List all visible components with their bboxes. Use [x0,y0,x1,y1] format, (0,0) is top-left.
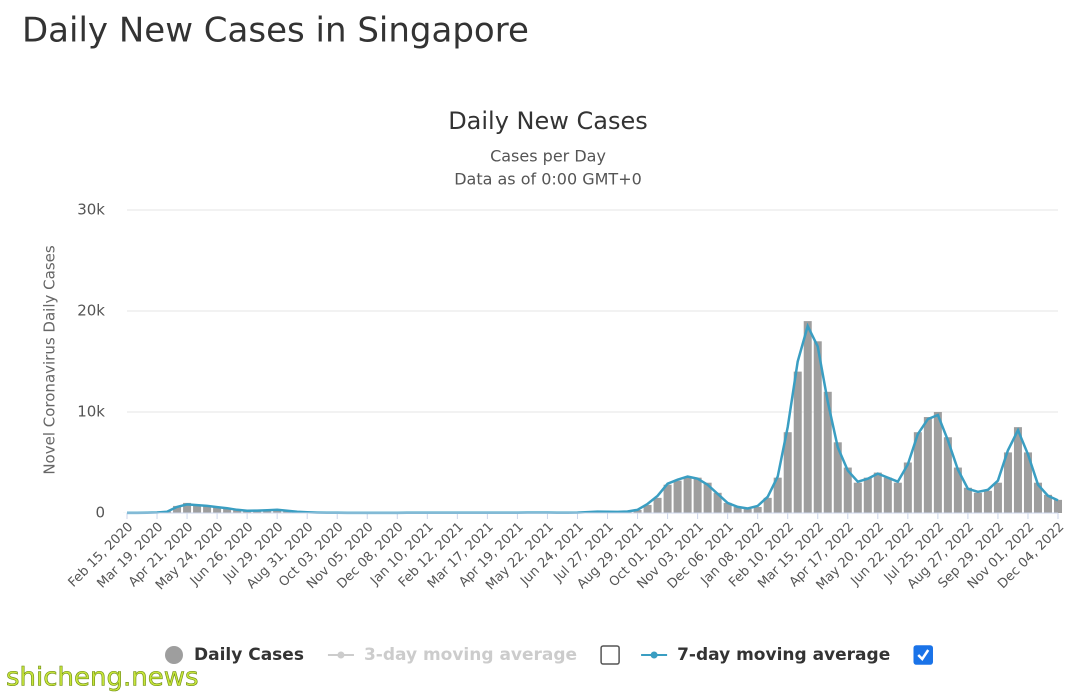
bar [974,493,982,513]
legend-item[interactable]: 7-day moving average [677,645,890,665]
y-tick-label: 20k [77,302,105,320]
bar [854,483,862,513]
bar [694,478,702,513]
bar [684,478,692,513]
bar [874,473,882,513]
y-tick-label: 0 [95,504,105,522]
bar [924,417,932,513]
bar [934,412,942,513]
bar [994,483,1002,513]
bar [674,481,682,513]
bar [654,498,662,513]
y-axis-label: Novel Coronavirus Daily Cases [41,245,59,475]
chart-subtitle: Data as of 0:00 GMT+0 [454,170,642,189]
legend-symbol [337,652,344,659]
y-tick-label: 10k [77,403,105,421]
bar [794,372,802,513]
legend-checkbox[interactable] [914,646,932,664]
legend-item[interactable]: Daily Cases [194,645,304,665]
bar [894,483,902,513]
legend-item[interactable]: 3-day moving average [364,645,577,665]
page-title: Daily New Cases in Singapore [22,11,529,51]
legend-symbol [165,646,183,664]
chart-title: Daily New Cases [448,107,648,135]
bar [864,478,872,513]
bar [984,491,992,513]
bar [1054,500,1062,513]
bar [804,321,812,513]
chart-subtitle: Cases per Day [490,147,606,166]
legend-symbol [651,652,658,659]
y-tick-label: 30k [77,201,105,219]
bar [884,478,892,513]
watermark: shicheng.news [6,663,199,693]
legend-checkbox[interactable] [601,646,619,664]
bar [964,488,972,513]
